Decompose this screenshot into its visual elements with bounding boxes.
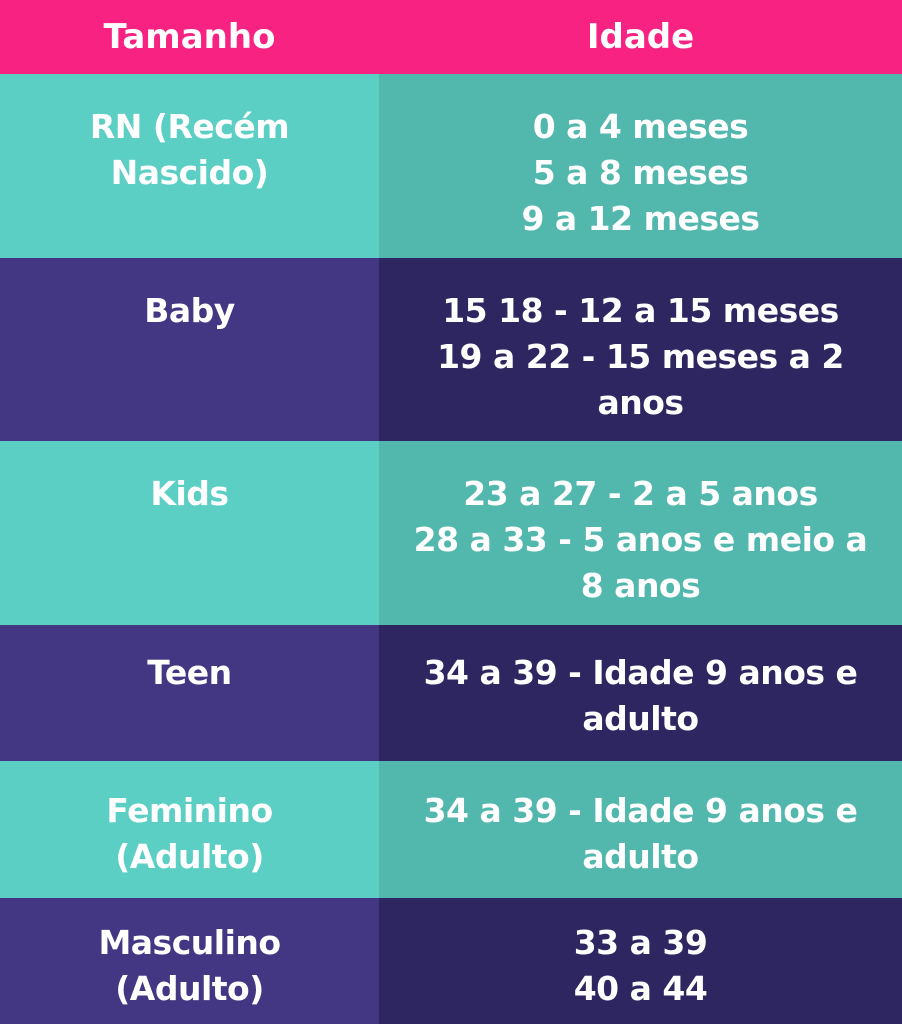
table-row-rn: RN (Recém Nascido) 0 a 4 meses 5 a 8 mes… xyxy=(0,74,902,258)
size-text: RN (Recém xyxy=(89,107,290,146)
age-text: 5 a 8 meses xyxy=(532,153,749,192)
age-text: 0 a 4 meses xyxy=(532,107,749,146)
age-text: 9 a 12 meses xyxy=(521,199,760,238)
age-cell: 34 a 39 - Idade 9 anos e adulto xyxy=(379,761,902,898)
age-cell: 23 a 27 - 2 a 5 anos 28 a 33 - 5 anos e … xyxy=(379,441,902,625)
age-text: adulto xyxy=(582,699,699,738)
size-cell: RN (Recém Nascido) xyxy=(0,74,379,258)
header-size: Tamanho xyxy=(103,17,276,57)
age-text: 19 a 22 - 15 meses a 2 xyxy=(437,337,844,376)
age-cell: 33 a 39 40 a 44 xyxy=(379,898,902,1024)
table-row-teen: Teen 34 a 39 - Idade 9 anos e adulto xyxy=(0,625,902,761)
table-row-baby: Baby 15 18 - 12 a 15 meses 19 a 22 - 15 … xyxy=(0,258,902,441)
age-text: 34 a 39 - Idade 9 anos e xyxy=(423,791,858,830)
age-cell: 15 18 - 12 a 15 meses 19 a 22 - 15 meses… xyxy=(379,258,902,441)
age-text: 34 a 39 - Idade 9 anos e xyxy=(423,653,858,692)
table-row-kids: Kids 23 a 27 - 2 a 5 anos 28 a 33 - 5 an… xyxy=(0,441,902,625)
table-header-row: Tamanho Idade xyxy=(0,0,902,74)
size-text: Feminino xyxy=(106,791,273,830)
size-text: Nascido) xyxy=(110,153,269,192)
age-text: anos xyxy=(597,383,684,422)
age-text: 8 anos xyxy=(580,566,701,605)
age-text: 33 a 39 xyxy=(573,923,708,962)
size-cell: Kids xyxy=(0,441,379,625)
size-cell: Feminino (Adulto) xyxy=(0,761,379,898)
size-text: Baby xyxy=(144,291,235,330)
size-cell: Baby xyxy=(0,258,379,441)
size-text: (Adulto) xyxy=(115,969,264,1008)
size-cell: Masculino (Adulto) xyxy=(0,898,379,1024)
age-text: 40 a 44 xyxy=(573,969,708,1008)
age-text: 15 18 - 12 a 15 meses xyxy=(442,291,839,330)
size-text: Masculino xyxy=(98,923,281,962)
age-text: adulto xyxy=(582,837,699,876)
age-text: 23 a 27 - 2 a 5 anos xyxy=(463,474,818,513)
table-row-masculino: Masculino (Adulto) 33 a 39 40 a 44 xyxy=(0,898,902,1024)
age-cell: 34 a 39 - Idade 9 anos e adulto xyxy=(379,625,902,761)
table-row-feminino: Feminino (Adulto) 34 a 39 - Idade 9 anos… xyxy=(0,761,902,898)
size-text: (Adulto) xyxy=(115,837,264,876)
age-text: 28 a 33 - 5 anos e meio a xyxy=(413,520,868,559)
age-cell: 0 a 4 meses 5 a 8 meses 9 a 12 meses xyxy=(379,74,902,258)
header-age: Idade xyxy=(586,17,695,57)
size-text: Teen xyxy=(147,653,232,692)
size-cell: Teen xyxy=(0,625,379,761)
size-text: Kids xyxy=(150,474,229,513)
